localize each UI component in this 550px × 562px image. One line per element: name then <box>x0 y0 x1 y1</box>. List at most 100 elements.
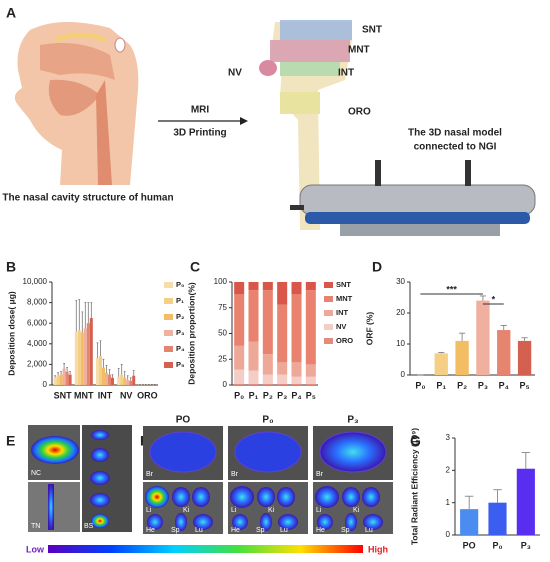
bar-segment <box>248 383 259 385</box>
y-tick-label: 75 <box>218 303 227 312</box>
bar <box>56 375 60 385</box>
bar <box>123 377 127 385</box>
ngi-device <box>290 160 536 236</box>
x-tick-label: P₂ <box>263 390 273 400</box>
x-tick-label: P₂ <box>457 380 467 390</box>
legend-label: INT <box>336 308 349 317</box>
legend-swatch <box>324 310 333 316</box>
legend-swatch <box>164 362 173 368</box>
caption: connected to NGI <box>414 142 497 153</box>
bar <box>476 300 490 375</box>
legend-swatch <box>164 298 173 304</box>
y-tick-label: 0 <box>223 380 228 389</box>
bar <box>101 367 105 385</box>
organ-signal <box>232 514 248 530</box>
bar-segment <box>234 294 245 346</box>
snt-region <box>280 20 352 40</box>
bar <box>516 468 535 535</box>
bar <box>95 358 99 385</box>
organ-tag: He <box>231 527 240 534</box>
bar <box>77 330 81 385</box>
legend-label: SNT <box>336 280 351 289</box>
bar-segment <box>305 282 316 291</box>
y-tick-label: 20 <box>396 308 405 317</box>
column-title: PO <box>176 415 191 426</box>
mouth <box>48 79 100 116</box>
significance-label: *** <box>446 284 457 294</box>
organ-tag: Li <box>231 507 237 514</box>
colorbar-label: High <box>368 544 388 554</box>
bar-segment <box>291 282 302 295</box>
head-illustration <box>14 21 139 185</box>
x-tick-label: P₄ <box>499 380 509 390</box>
x-tick-label: P₀ <box>234 390 244 400</box>
y-axis-label: ORF (%) <box>364 312 374 346</box>
bar <box>86 323 90 385</box>
bar-segment <box>262 290 273 355</box>
bar <box>455 340 469 375</box>
y-axis-label: Deposition dose( μg) <box>6 291 16 376</box>
legend-label: P₁ <box>176 296 184 305</box>
image-tag: NC <box>31 470 41 477</box>
panel-label: D <box>372 259 382 275</box>
bar-segment <box>234 282 245 295</box>
organ-signal <box>192 487 210 507</box>
y-tick-label: 10 <box>396 339 405 348</box>
legend-label: P₅ <box>176 360 185 369</box>
bar-segment <box>234 369 245 384</box>
organ-signal <box>278 514 298 530</box>
bar-segment <box>305 383 316 385</box>
bar-segment <box>305 364 316 377</box>
bar-segment <box>305 376 316 384</box>
bar <box>111 377 115 385</box>
bar <box>497 330 511 375</box>
bar <box>132 375 136 385</box>
clamp <box>375 160 381 186</box>
bar-segment <box>277 304 288 363</box>
olfactory <box>54 33 106 42</box>
legend-label: NV <box>336 322 346 331</box>
y-tick-label: 0 <box>43 380 48 389</box>
x-tick-label: ORO <box>137 390 158 400</box>
nasal-cavity <box>40 42 115 80</box>
organ-signal <box>277 487 295 507</box>
region-label: SNT <box>362 25 382 36</box>
organ-signal <box>147 514 163 530</box>
y-tick-label: 100 <box>214 277 228 286</box>
y-axis-label: Deposition proportion(%) <box>186 282 196 385</box>
signal <box>48 484 54 530</box>
bar-segment <box>234 345 245 370</box>
x-tick-label: P₃ <box>277 390 287 400</box>
mnt-region <box>270 40 350 62</box>
bar <box>68 374 72 385</box>
brain-signal <box>149 431 217 473</box>
signal <box>31 436 79 464</box>
organ-signal <box>342 487 360 507</box>
organ-signal <box>230 486 254 508</box>
legend-label: P₃ <box>176 328 185 337</box>
legend-swatch <box>324 338 333 344</box>
panel-label: B <box>6 259 16 275</box>
panel-label: G <box>410 433 421 449</box>
organ-signal <box>260 513 272 531</box>
brain-signal <box>234 431 302 473</box>
legend-swatch <box>164 346 173 352</box>
bar <box>98 356 102 385</box>
organ-signal <box>317 514 333 530</box>
panel-label: E <box>6 433 15 449</box>
bar-segment <box>262 374 273 384</box>
nasal-model <box>259 20 352 230</box>
bar <box>89 318 93 385</box>
device-stripe <box>305 212 530 224</box>
organ-tag: Li <box>146 507 152 514</box>
y-tick-label: 3 <box>446 433 451 442</box>
y-tick-label: 1 <box>446 498 451 507</box>
brain-signal <box>319 431 387 473</box>
x-tick-label: P₅ <box>520 380 530 390</box>
organ-signal <box>257 487 275 507</box>
device-base <box>340 224 500 236</box>
y-tick-label: 4,000 <box>27 339 48 348</box>
bar <box>65 371 69 385</box>
x-tick-label: P₁ <box>249 390 259 400</box>
